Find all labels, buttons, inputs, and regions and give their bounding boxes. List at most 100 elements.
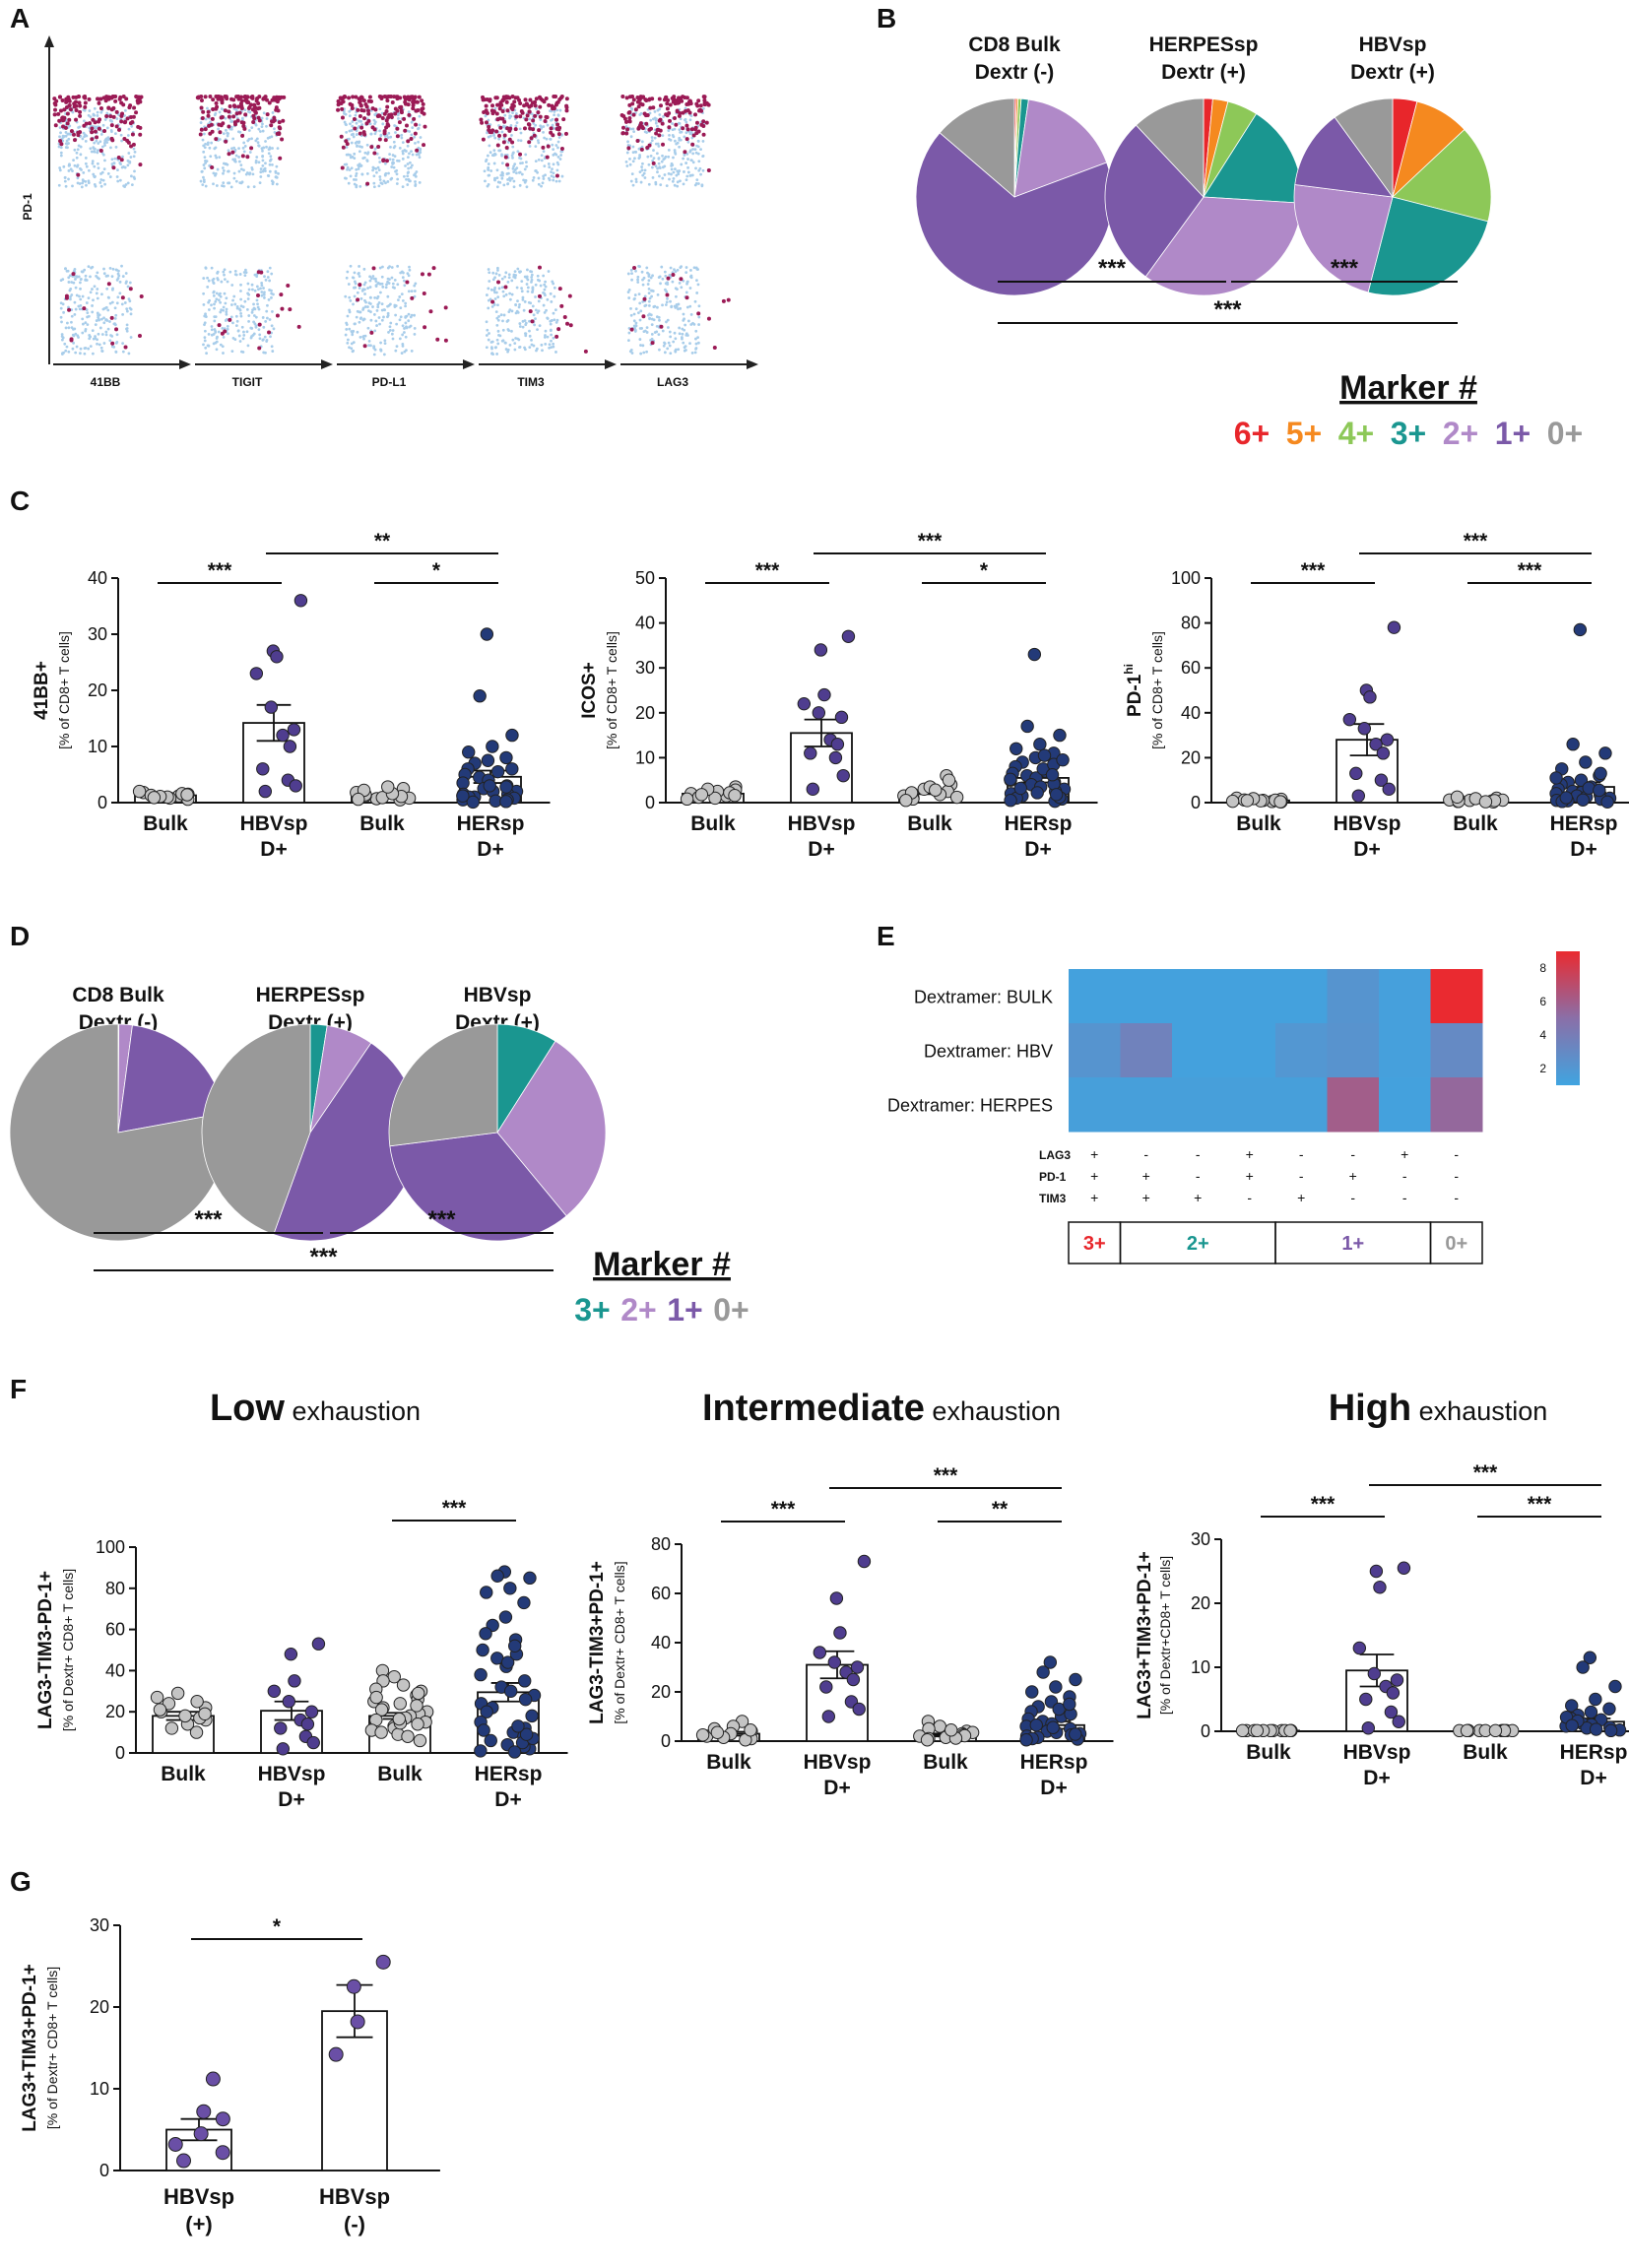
flow-event-dot	[215, 340, 219, 344]
flow-event-dot	[353, 157, 357, 161]
flow-event-dot	[96, 151, 99, 155]
flow-event-dot	[130, 183, 134, 186]
flow-event-dot	[675, 303, 679, 306]
flow-event-dot	[673, 331, 677, 335]
flow-event-dot	[262, 292, 266, 296]
data-point	[1589, 1692, 1602, 1707]
flow-event-dot	[373, 329, 377, 333]
data-point	[1450, 790, 1465, 804]
flow-event-dot	[129, 312, 133, 316]
marker-sign: -	[1454, 1168, 1459, 1184]
flow-event-dot	[651, 161, 656, 165]
flow-event-dot	[650, 294, 654, 298]
sig-stars: ***	[1528, 1493, 1552, 1516]
panel-label-c: C	[10, 486, 30, 516]
flow-event-dot	[684, 108, 688, 113]
axis-y-label-main: LAG3+TIM3+PD-1+	[1135, 1551, 1155, 1719]
flow-event-dot	[654, 164, 658, 168]
flow-event-dot	[485, 334, 489, 337]
flow-event-dot	[514, 303, 518, 307]
flow-event-dot	[78, 113, 83, 118]
data-point	[804, 746, 817, 760]
flow-event-dot	[114, 341, 118, 345]
flow-event-dot	[380, 302, 384, 306]
flow-event-dot	[237, 160, 241, 163]
flow-event-dot	[346, 167, 349, 171]
flow-event-dot	[395, 345, 399, 349]
flow-event-dot	[65, 111, 70, 116]
flow-event-dot	[655, 152, 659, 156]
flow-event-dot	[79, 303, 83, 307]
flow-event-dot	[358, 131, 362, 136]
flow-event-dot	[404, 123, 409, 128]
flow-event-dot	[699, 148, 702, 152]
flow-event-dot	[651, 105, 656, 110]
flow-event-dot	[68, 124, 72, 128]
flow-event-dot	[222, 184, 226, 188]
flow-event-dot	[487, 306, 490, 310]
flow-event-dot	[121, 342, 124, 346]
flow-event-dot	[406, 102, 411, 107]
category-label: D+	[260, 838, 287, 861]
flow-event-dot	[370, 277, 373, 281]
flow-event-dot	[537, 158, 541, 162]
data-point	[1349, 766, 1363, 781]
flow-event-dot	[685, 152, 689, 156]
flow-event-dot	[662, 158, 666, 162]
flow-event-dot	[84, 278, 88, 282]
data-point	[850, 1660, 865, 1674]
flow-event-dot	[691, 161, 695, 164]
flow-event-dot	[534, 160, 538, 163]
legend-item-0plus: 0+	[713, 1292, 749, 1328]
data-point	[196, 2104, 212, 2119]
flow-event-dot	[420, 106, 424, 111]
flow-event-dot	[556, 146, 559, 150]
flow-event-dot	[126, 140, 131, 145]
flow-event-dot	[246, 139, 250, 143]
marker-sign: +	[1090, 1146, 1098, 1162]
flow-event-dot	[508, 292, 512, 295]
flow-event-dot	[528, 346, 532, 349]
flow-event-dot	[626, 291, 630, 293]
flow-event-dot	[262, 325, 266, 329]
axis-y-tick-label: 80	[651, 1534, 671, 1554]
flow-event-dot	[506, 350, 509, 354]
flow-event-dot	[636, 275, 640, 279]
flow-event-dot	[348, 295, 352, 299]
flow-event-dot	[115, 301, 119, 305]
flow-event-dot	[554, 351, 557, 354]
flow-event-dot	[632, 130, 636, 134]
flow-event-dot	[91, 162, 95, 165]
flow-event-dot	[111, 288, 114, 292]
flow-event-dot	[372, 174, 376, 178]
flow-event-dot	[403, 284, 407, 288]
flow-event-dot	[689, 127, 694, 132]
flow-event-dot	[511, 338, 515, 342]
flow-event-dot	[647, 299, 651, 303]
flow-event-dot	[372, 313, 376, 316]
flow-event-dot	[85, 301, 89, 304]
flow-event-dot	[627, 331, 631, 335]
pie-slice-0plus	[1334, 97, 1394, 199]
flow-event-dot	[684, 178, 688, 182]
flow-event-dot	[685, 127, 690, 132]
flow-event-dot	[366, 305, 369, 308]
flow-event-dot	[371, 275, 375, 278]
data-point	[813, 1646, 827, 1659]
flow-event-dot	[629, 268, 633, 272]
flow-event-dot	[671, 179, 675, 183]
flow-event-dot	[362, 288, 366, 292]
flow-event-dot	[690, 136, 694, 140]
flow-event-dot	[83, 95, 88, 99]
flow-event-dot	[397, 117, 400, 120]
axis-x-arrow	[463, 359, 475, 369]
flow-event-dot	[556, 155, 560, 159]
flow-event-dot	[490, 299, 495, 304]
data-point	[256, 762, 270, 776]
marker-row-label: TIM3	[1039, 1192, 1067, 1205]
flow-event-dot	[679, 277, 684, 282]
flow-event-dot	[204, 266, 208, 270]
data-point	[1069, 1672, 1082, 1687]
flow-event-dot	[701, 140, 705, 143]
flow-event-dot	[248, 102, 253, 107]
